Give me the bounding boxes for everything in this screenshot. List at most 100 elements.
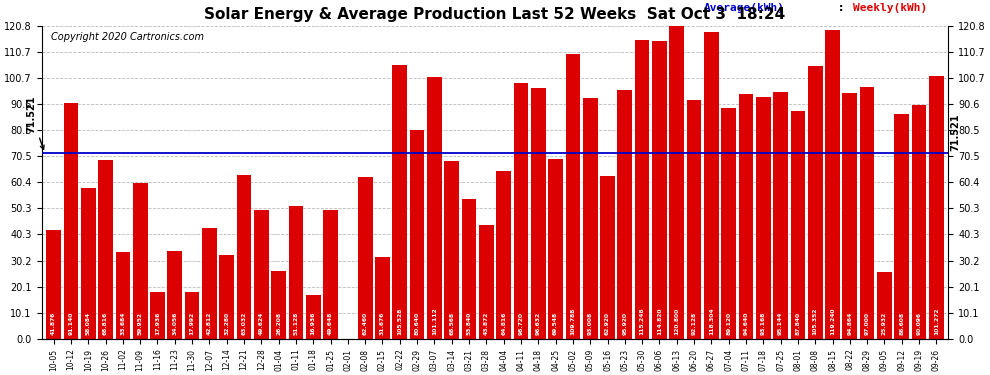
Text: 98.720: 98.720 (519, 312, 524, 335)
Bar (842, 93, 857, 339)
Text: 34.056: 34.056 (172, 312, 177, 335)
Bar (565, 54, 580, 339)
Text: 93.008: 93.008 (588, 312, 593, 335)
Bar (185, 292, 199, 339)
Bar (496, 171, 511, 339)
Bar (116, 252, 131, 339)
Text: 63.032: 63.032 (242, 312, 247, 335)
Bar (133, 183, 148, 339)
Bar (306, 295, 321, 339)
Bar (635, 40, 649, 339)
Text: 49.624: 49.624 (258, 312, 263, 335)
Bar (63, 103, 78, 339)
Bar (289, 206, 303, 339)
Title: Solar Energy & Average Production Last 52 Weeks  Sat Oct 3  18:24: Solar Energy & Average Production Last 5… (204, 7, 786, 22)
Bar (722, 108, 736, 339)
Bar (81, 188, 96, 339)
Text: 16.936: 16.936 (311, 312, 316, 335)
Bar (445, 161, 459, 339)
Text: 68.816: 68.816 (103, 312, 108, 335)
Text: 92.128: 92.128 (692, 312, 697, 335)
Text: 119.240: 119.240 (830, 308, 835, 335)
Text: 53.840: 53.840 (466, 312, 471, 335)
Text: 25.932: 25.932 (882, 312, 887, 335)
Bar (825, 30, 840, 339)
Bar (479, 225, 494, 339)
Text: 94.864: 94.864 (847, 312, 852, 335)
Bar (669, 26, 684, 339)
Text: 109.788: 109.788 (570, 308, 575, 335)
Bar (929, 76, 943, 339)
Text: 49.648: 49.648 (328, 312, 333, 335)
Bar (877, 272, 892, 339)
Bar (392, 65, 407, 339)
Text: Copyright 2020 Cartronics.com: Copyright 2020 Cartronics.com (50, 32, 204, 42)
Bar (323, 210, 338, 339)
Text: 51.128: 51.128 (293, 312, 298, 335)
Text: 120.800: 120.800 (674, 308, 679, 335)
Text: 95.920: 95.920 (623, 312, 628, 335)
Bar (357, 177, 372, 339)
Text: 32.280: 32.280 (224, 312, 230, 335)
Text: 31.676: 31.676 (380, 312, 385, 335)
Bar (237, 176, 251, 339)
Text: 33.684: 33.684 (121, 312, 126, 335)
Bar (150, 292, 165, 339)
Bar (791, 111, 805, 339)
Text: 43.872: 43.872 (484, 312, 489, 335)
Bar (704, 32, 719, 339)
Bar (894, 114, 909, 339)
Bar (220, 255, 234, 339)
Bar (618, 90, 633, 339)
Text: Average(kWh): Average(kWh) (704, 3, 785, 13)
Text: 105.528: 105.528 (397, 308, 402, 335)
Bar (427, 77, 442, 339)
Text: 17.936: 17.936 (155, 312, 160, 335)
Text: 59.952: 59.952 (138, 312, 143, 335)
Bar (98, 160, 113, 339)
Bar (652, 41, 667, 339)
Bar (531, 88, 545, 339)
Text: 101.112: 101.112 (432, 308, 437, 335)
Text: 17.992: 17.992 (190, 312, 195, 335)
Bar (271, 271, 286, 339)
Text: 91.140: 91.140 (68, 312, 73, 335)
Bar (739, 93, 753, 339)
Bar (687, 100, 701, 339)
Text: 87.840: 87.840 (795, 312, 800, 335)
Text: 115.248: 115.248 (640, 308, 644, 335)
Text: 69.548: 69.548 (553, 312, 558, 335)
Text: 42.812: 42.812 (207, 312, 212, 335)
Text: 89.120: 89.120 (727, 312, 732, 335)
Text: 62.920: 62.920 (605, 312, 610, 335)
Text: 95.144: 95.144 (778, 312, 783, 335)
Text: 101.272: 101.272 (934, 308, 939, 335)
Bar (167, 251, 182, 339)
Bar (808, 66, 823, 339)
Text: 58.084: 58.084 (86, 312, 91, 335)
Text: 71.521: 71.521 (26, 95, 45, 149)
Text: 93.168: 93.168 (760, 312, 766, 335)
Text: 97.000: 97.000 (864, 312, 869, 335)
Text: Weekly(kWh): Weekly(kWh) (853, 3, 928, 13)
Bar (461, 199, 476, 339)
Bar (47, 230, 61, 339)
Text: 118.304: 118.304 (709, 308, 714, 335)
Bar (254, 210, 268, 339)
Bar (859, 87, 874, 339)
Bar (514, 83, 529, 339)
Text: 90.096: 90.096 (917, 312, 922, 335)
Text: :: : (836, 3, 847, 13)
Text: 41.876: 41.876 (51, 312, 56, 335)
Text: 114.820: 114.820 (657, 308, 662, 335)
Text: 26.208: 26.208 (276, 312, 281, 335)
Bar (583, 98, 598, 339)
Text: 86.608: 86.608 (899, 312, 904, 335)
Text: 105.352: 105.352 (813, 308, 818, 335)
Text: 96.632: 96.632 (536, 312, 541, 335)
Text: 80.640: 80.640 (415, 312, 420, 335)
Text: 62.460: 62.460 (362, 312, 367, 335)
Bar (548, 159, 563, 339)
Text: 68.568: 68.568 (449, 312, 454, 335)
Bar (375, 257, 390, 339)
